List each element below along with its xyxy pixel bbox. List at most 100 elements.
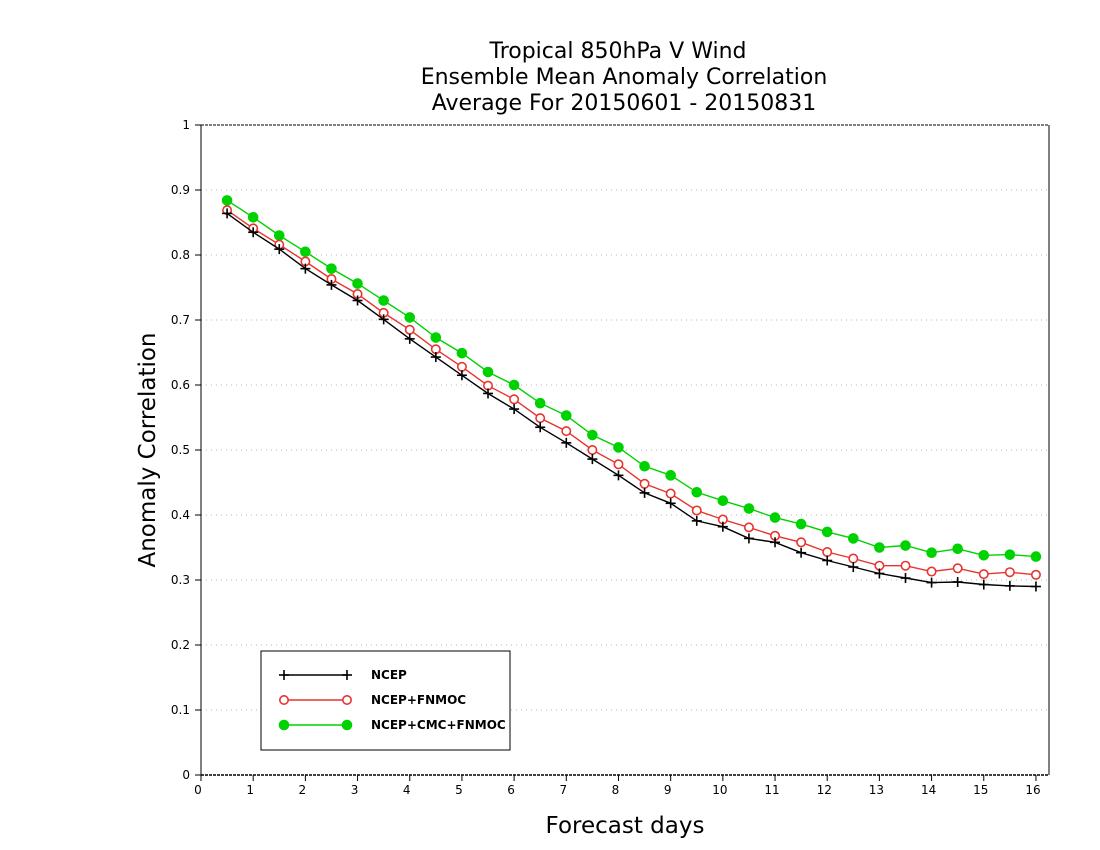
- x-tick-label: 16: [1025, 783, 1040, 797]
- y-tick-label: 0.8: [171, 248, 190, 262]
- data-point: [456, 370, 467, 381]
- series-NCEP+CMC+FNMOC: [221, 195, 1042, 562]
- data-point: [691, 505, 702, 516]
- data-point: [978, 579, 989, 590]
- legend-entry: NCEP+FNMOC: [278, 693, 466, 707]
- data-point: [587, 444, 598, 455]
- legend-marker-end: [341, 719, 353, 731]
- data-point: [1030, 551, 1042, 562]
- data-point: [822, 547, 833, 558]
- series-line: [226, 199, 1037, 558]
- data-point: [795, 518, 807, 530]
- data-point: [509, 404, 520, 415]
- y-tick-label: 0: [182, 768, 190, 782]
- data-point: [300, 263, 311, 274]
- data-point: [352, 295, 363, 306]
- series-line: [226, 212, 1037, 588]
- y-tick-label: 1: [182, 118, 190, 132]
- legend-marker-start: [279, 670, 289, 680]
- y-tick-label: 0.3: [171, 573, 190, 587]
- data-point: [796, 547, 807, 558]
- x-tick-label: 14: [921, 783, 936, 797]
- data-point: [274, 244, 285, 255]
- x-tick-label: 10: [712, 783, 727, 797]
- x-tick-label: 1: [246, 783, 254, 797]
- y-tick-label: 0.5: [171, 443, 190, 457]
- data-point: [874, 542, 885, 553]
- legend-label: NCEP: [371, 668, 407, 682]
- data-point: [378, 314, 389, 325]
- y-tick-label: 0.4: [171, 508, 190, 522]
- data-point: [1004, 580, 1015, 591]
- data-point: [326, 279, 337, 290]
- data-point: [770, 537, 781, 548]
- y-tick-label: 0.7: [171, 313, 190, 327]
- x-tick-label: 2: [299, 783, 307, 797]
- data-point: [717, 521, 728, 532]
- data-point: [273, 230, 285, 241]
- data-point: [404, 312, 416, 323]
- data-point: [509, 394, 520, 405]
- data-point: [300, 246, 311, 258]
- data-point: [561, 437, 572, 448]
- x-tick-label: 5: [455, 783, 463, 797]
- data-point: [743, 522, 754, 533]
- legend-marker-end: [341, 694, 352, 705]
- data-point: [952, 543, 963, 555]
- data-point: [952, 576, 963, 587]
- data-point: [508, 379, 520, 391]
- data-point: [1030, 581, 1041, 592]
- x-tick-label: 3: [351, 783, 359, 797]
- data-point: [822, 555, 833, 566]
- series-line: [226, 209, 1037, 576]
- data-point: [587, 454, 598, 465]
- chart-title-line-3: Average For 20150601 - 20150831: [432, 91, 817, 116]
- data-point: [483, 388, 494, 399]
- data-point: [1004, 549, 1016, 560]
- data-point: [926, 547, 937, 559]
- data-point: [952, 563, 963, 574]
- data-point: [482, 366, 494, 378]
- data-point: [900, 560, 911, 571]
- data-point: [561, 426, 572, 437]
- data-point: [743, 503, 755, 514]
- data-point: [430, 332, 442, 343]
- data-point: [587, 429, 598, 441]
- data-point: [743, 533, 754, 544]
- series-NCEP: [222, 208, 1041, 592]
- data-point: [848, 562, 859, 572]
- legend-label: NCEP+CMC+FNMOC: [371, 718, 506, 732]
- data-point: [247, 212, 259, 223]
- data-point: [404, 324, 415, 335]
- x-tick-label: 9: [664, 783, 672, 797]
- y-tick-label: 0.9: [171, 183, 190, 197]
- data-point: [221, 195, 233, 206]
- data-point: [691, 515, 702, 526]
- chart-title-line-1: Tropical 850hPa V Wind: [488, 39, 746, 64]
- legend-marker-start: [278, 719, 290, 731]
- legend-entry: NCEP: [279, 668, 407, 682]
- x-tick-label: 7: [559, 783, 567, 797]
- data-point: [535, 422, 546, 433]
- chart-title-line-2: Ensemble Mean Anomaly Correlation: [421, 65, 828, 90]
- data-point: [978, 550, 990, 561]
- x-tick-label: 4: [403, 783, 411, 797]
- data-point: [248, 227, 259, 238]
- data-point: [639, 487, 650, 498]
- data-point: [926, 566, 937, 577]
- x-tick-label: 8: [612, 783, 620, 797]
- data-point: [665, 488, 676, 499]
- data-point: [926, 577, 937, 588]
- data-point: [848, 533, 859, 544]
- data-point: [535, 413, 546, 424]
- data-point: [639, 478, 650, 489]
- series-lines: [221, 195, 1042, 592]
- x-tick-label: 0: [194, 783, 202, 797]
- y-tick-label: 0.2: [171, 638, 190, 652]
- data-point: [404, 333, 415, 344]
- data-point: [848, 553, 859, 564]
- legend-marker-end: [342, 670, 352, 680]
- data-point: [900, 573, 911, 584]
- legend-entry: NCEP+CMC+FNMOC: [278, 718, 506, 732]
- data-point: [222, 208, 233, 219]
